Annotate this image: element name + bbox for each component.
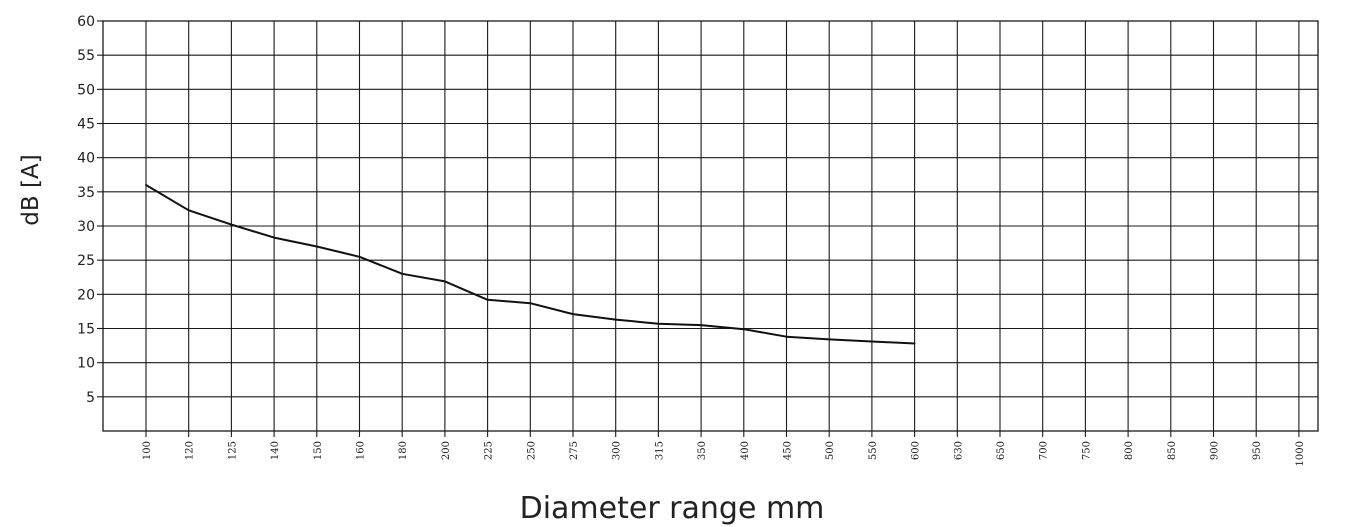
x-tick-label: 160	[356, 441, 367, 460]
data-point	[187, 209, 190, 212]
x-tick-label: 750	[1081, 441, 1092, 460]
data-point	[913, 342, 916, 345]
x-tick-label: 225	[484, 441, 495, 460]
data-point	[785, 335, 788, 338]
y-axis-label: dB [A]	[18, 154, 44, 225]
data-point	[401, 272, 404, 275]
y-tick-label: 55	[77, 48, 95, 64]
data-point	[742, 328, 745, 331]
x-tick-label: 600	[911, 441, 922, 460]
y-tick-label: 20	[77, 287, 95, 303]
y-tick-label: 15	[77, 322, 95, 338]
grid	[102, 20, 1319, 432]
data-point	[358, 255, 361, 258]
y-tick-label: 10	[77, 356, 95, 372]
x-tick-label: 700	[1039, 441, 1050, 460]
x-tick-label: 650	[996, 441, 1007, 460]
x-tick-label: 400	[740, 441, 751, 460]
x-tick-label: 300	[612, 441, 623, 460]
y-tick-label: 25	[77, 253, 95, 269]
x-tick-label: 850	[1167, 441, 1178, 460]
x-tick-label: 200	[441, 441, 452, 460]
x-axis-label: Diameter range mm	[520, 491, 825, 526]
x-tick-label: 125	[227, 441, 238, 460]
x-tick-label: 950	[1252, 441, 1263, 460]
y-tick-label: 35	[77, 185, 95, 201]
x-tick-label: 550	[868, 441, 879, 460]
x-tick-label: 800	[1124, 441, 1135, 460]
data-point	[572, 313, 574, 315]
x-tick-label: 500	[825, 441, 836, 460]
data-point	[444, 280, 446, 283]
x-tick-label: 120	[185, 441, 196, 460]
y-axis-ticks: 5 10 15 20 25 30 35 40 45 50 55 60	[77, 14, 103, 406]
x-tick-label: 140	[270, 441, 281, 460]
x-tick-label: 180	[398, 441, 409, 460]
data-point	[700, 324, 702, 326]
data-point	[657, 322, 660, 325]
data-point	[315, 245, 318, 248]
x-tick-label: 150	[313, 441, 324, 460]
data-point	[828, 338, 831, 341]
data-point	[529, 302, 532, 305]
data-point	[871, 340, 873, 343]
x-tick-label: 250	[526, 441, 537, 460]
y-tick-label: 45	[77, 117, 95, 133]
x-tick-label: 1000	[1295, 441, 1306, 466]
data-point	[230, 223, 233, 226]
data-point	[486, 298, 489, 301]
y-tick-label: 30	[77, 219, 95, 235]
data-point	[273, 236, 275, 239]
x-axis-ticks: 100 120 125 140 150 160 180 200 225 250 275 300 315 3…	[142, 431, 1306, 466]
x-tick-label: 315	[654, 441, 665, 460]
x-tick-label: 100	[142, 441, 153, 460]
x-tick-label: 450	[783, 441, 794, 460]
data-point	[145, 184, 147, 186]
y-tick-label: 5	[86, 390, 95, 406]
y-tick-label: 40	[77, 151, 95, 167]
y-tick-label: 60	[77, 14, 95, 30]
data-point	[614, 318, 617, 321]
x-tick-label: 275	[569, 441, 580, 460]
x-tick-label: 900	[1210, 441, 1221, 460]
x-tick-label: 350	[697, 441, 708, 460]
series-group	[145, 184, 916, 345]
y-tick-label: 50	[77, 82, 95, 98]
x-tick-label: 630	[953, 441, 964, 460]
